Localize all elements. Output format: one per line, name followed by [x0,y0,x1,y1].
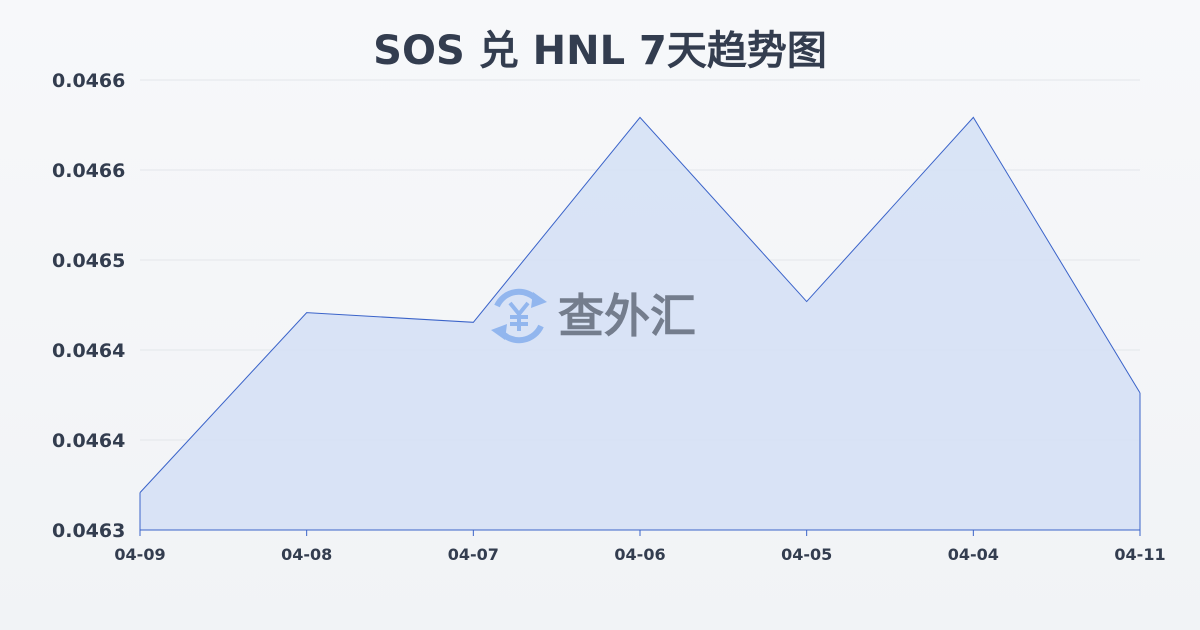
series-line [139,116,1141,493]
x-tick-label: 04-06 [614,545,665,564]
y-tick-label: 0.0466 [52,70,125,92]
y-tick-label: 0.0466 [52,160,125,182]
y-tick-label: 0.0464 [52,340,125,362]
y-tick-label: 0.0464 [52,430,125,452]
watermark: 查外汇 [491,288,696,344]
y-tick-label: 0.0465 [52,250,125,272]
x-tick-label: 04-11 [1114,545,1165,564]
watermark-text: 查外汇 [558,289,696,343]
x-tick-label: 04-09 [114,545,165,564]
x-tick-label: 04-08 [281,545,332,564]
x-tick-label: 04-07 [448,545,499,564]
y-tick-label: 0.0463 [52,520,125,542]
yen-exchange-icon [491,288,547,344]
area-fill [140,117,1140,530]
x-tick-label: 04-05 [781,545,832,564]
chart-title: SOS 兑 HNL 7天趋势图 [373,28,827,74]
x-tick-label: 04-04 [948,545,999,564]
